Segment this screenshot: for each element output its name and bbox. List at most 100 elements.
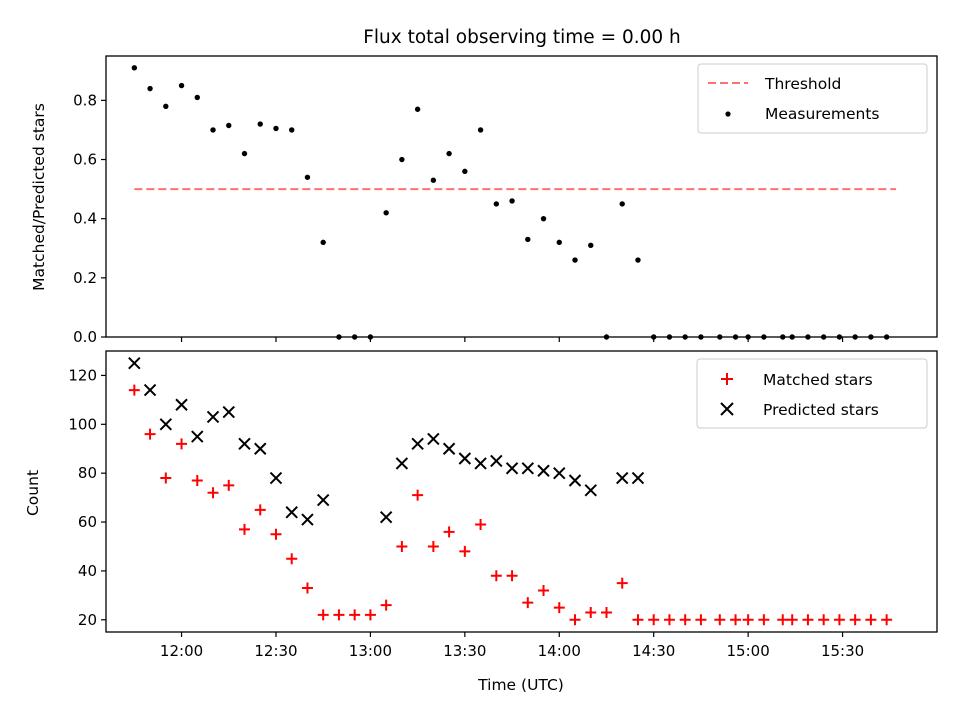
measurement-point: [273, 125, 279, 132]
predicted-star-point: [238, 437, 251, 451]
matched-star-point: [849, 614, 861, 626]
predicted-star-point: [411, 437, 424, 451]
measurement-point: [257, 121, 263, 127]
matched-star-point: [412, 489, 424, 501]
measurement-point: [147, 85, 153, 92]
predicted-star-point: [128, 357, 141, 370]
measurement-point: [414, 106, 421, 112]
chart-title: Flux total observing time = 0.00 h: [363, 27, 681, 48]
measurement-point: [635, 257, 641, 263]
matched-legend-marker: [721, 373, 733, 385]
bottom-y-tick-label: 20: [78, 611, 97, 629]
predicted-legend-marker: [720, 402, 734, 416]
x-tick-label: 14:00: [538, 642, 581, 660]
matched-star-point: [160, 472, 172, 484]
x-tick-label: 15:30: [821, 642, 864, 660]
predicted-star-point: [537, 464, 550, 477]
predicted-star-point: [191, 430, 204, 443]
predicted-star-point: [159, 418, 173, 431]
predicted-star-point: [254, 442, 267, 455]
matched-star-point: [207, 487, 219, 499]
matched-star-point: [522, 597, 534, 609]
bottom-y-tick-label: 60: [78, 513, 97, 531]
top-legend: Threshold Measurements: [697, 63, 928, 134]
top-y-axis-label: Matched/Predicted stars: [30, 103, 48, 291]
top-y-ticks: 0.0 0.2 0.4 0.6 0.8: [73, 91, 106, 346]
matched-star-point: [648, 614, 660, 626]
predicted-star-point: [490, 454, 503, 468]
bottom-y-ticks: 20 40 60 80 100 120: [68, 366, 106, 629]
matched-star-point: [317, 609, 329, 621]
predicted-star-point: [379, 510, 393, 524]
matched-star-point: [695, 614, 707, 626]
predicted-star-point: [505, 462, 519, 475]
matched-star-point: [270, 528, 282, 540]
matched-star-point: [443, 526, 455, 538]
measurement-point: [383, 210, 389, 216]
predicted-star-point: [521, 462, 535, 475]
matched-star-point: [865, 614, 877, 626]
measurement-point: [446, 150, 452, 157]
matched-star-point: [585, 606, 597, 618]
bottom-y-tick-label: 100: [68, 415, 97, 433]
matched-star-point: [818, 614, 830, 626]
measurement-point: [194, 94, 200, 101]
matched-star-point: [364, 609, 376, 621]
predicted-star-point: [631, 471, 645, 485]
x-axis-label: Time (UTC): [477, 676, 564, 694]
bottom-legend: Matched stars Predicted stars: [696, 358, 928, 429]
matched-star-point: [380, 599, 392, 611]
measurement-point: [399, 156, 405, 163]
measurement-point: [619, 201, 625, 207]
matched-star-point: [786, 614, 798, 626]
measurement-point: [163, 103, 169, 109]
measurement-point: [540, 215, 547, 222]
measurement-point: [588, 242, 594, 249]
matched-star-point: [569, 614, 581, 626]
matched-star-point: [663, 614, 675, 626]
measurements-legend-label: Measurements: [765, 105, 880, 123]
measurement-point: [556, 239, 562, 246]
measurements-legend-marker: [725, 111, 731, 117]
measurement-point: [320, 239, 326, 246]
measurement-point: [462, 168, 468, 175]
matched-star-point: [742, 614, 754, 626]
predicted-star-point: [206, 410, 220, 424]
matched-star-point: [679, 614, 691, 626]
x-tick-label: 15:00: [727, 642, 770, 660]
matched-star-point: [506, 570, 518, 582]
matched-star-point: [758, 614, 770, 626]
predicted-star-point: [301, 513, 314, 526]
matched-star-point: [396, 540, 408, 552]
measurement-point: [289, 127, 295, 133]
matched-star-point: [176, 438, 188, 450]
predicted-star-point: [458, 452, 472, 465]
matched-star-point: [600, 606, 612, 618]
predicted-star-point: [553, 466, 566, 480]
matched-star-point: [427, 540, 439, 552]
count-points: [128, 357, 893, 626]
predicted-legend-label: Predicted stars: [763, 401, 879, 419]
predicted-star-point: [222, 405, 235, 419]
matched-star-point: [301, 582, 313, 594]
matched-star-point: [881, 614, 893, 626]
matched-star-point: [223, 479, 235, 491]
top-legend-box: [697, 63, 928, 134]
matched-star-point: [616, 577, 628, 589]
predicted-star-point: [285, 506, 298, 519]
predicted-star-point: [427, 432, 440, 446]
matched-star-point: [191, 475, 203, 487]
measurement-point: [210, 127, 216, 133]
top-panel: Flux total observing time = 0.00 h Match…: [30, 27, 938, 346]
predicted-star-point: [568, 474, 582, 487]
top-plot-frame: [105, 55, 938, 338]
threshold-legend-label: Threshold: [764, 75, 841, 93]
matched-star-point: [459, 545, 471, 557]
matched-star-point: [714, 614, 726, 626]
matched-star-point: [632, 614, 644, 626]
matched-legend-label: Matched stars: [763, 371, 873, 389]
bottom-plot-frame: [105, 350, 938, 633]
bottom-y-tick-label: 120: [68, 366, 97, 384]
